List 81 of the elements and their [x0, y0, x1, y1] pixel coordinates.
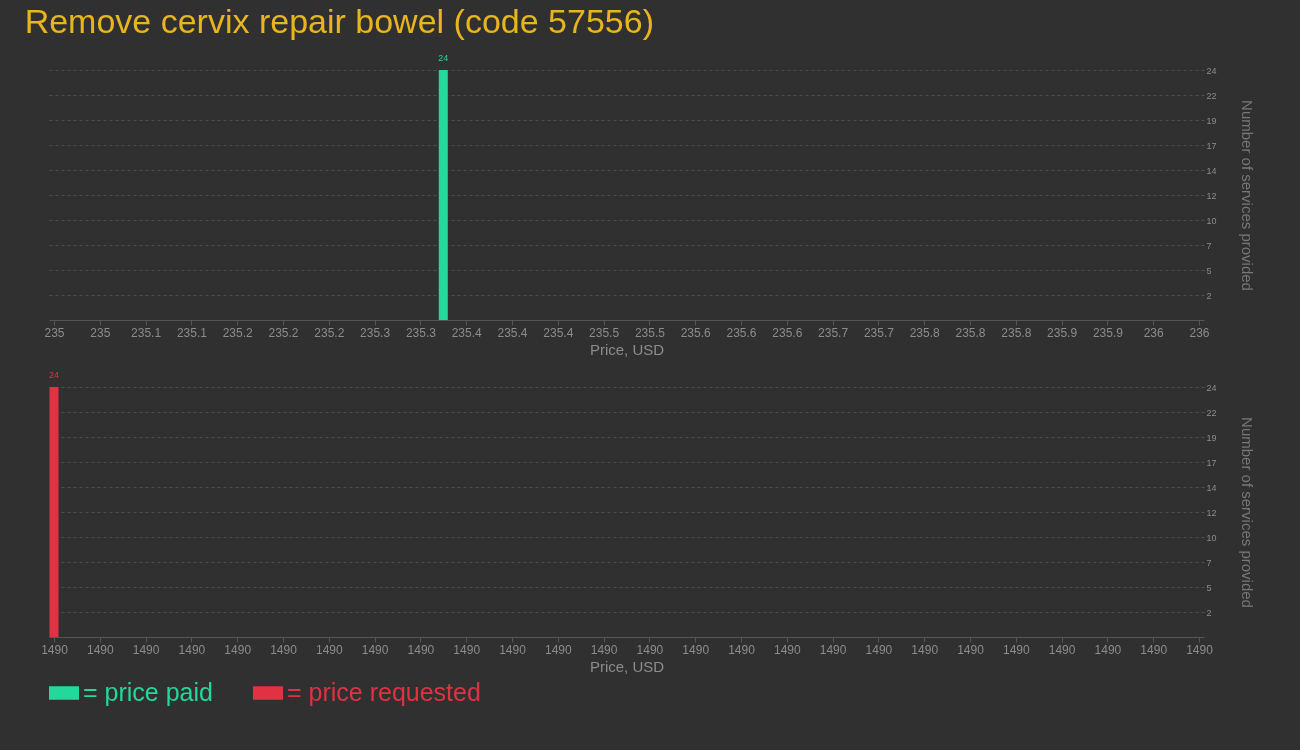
x-tick-label: 235.2 [314, 325, 345, 340]
x-axis-title: Price, USD [589, 657, 665, 675]
x-tick-label: 1490 [315, 642, 343, 657]
x-tick-label: 235.6 [680, 325, 712, 340]
x-tick-label: 235.3 [405, 325, 437, 340]
x-tick-label: 1490 [407, 642, 435, 657]
y-tick-label: 24 [1206, 382, 1217, 393]
x-tick-label: 1490 [590, 642, 618, 657]
x-tick-label: 1490 [270, 642, 298, 657]
x-tick-label: 235.1 [131, 325, 162, 340]
x-tick-label: 1490 [453, 642, 481, 657]
x-tick-label: 235 [90, 325, 111, 340]
y-tick-label: 2 [1206, 290, 1212, 301]
y-tick-label: 19 [1206, 432, 1217, 443]
data-label: 24 [438, 53, 449, 63]
x-tick-label: 235.3 [360, 325, 391, 340]
x-tick-label: 1490 [682, 642, 710, 657]
x-tick-label: 235.8 [1001, 325, 1032, 340]
x-tick-label: 1490 [499, 642, 527, 657]
x-tick-label: 1490 [636, 642, 664, 657]
x-tick-label: 236 [1143, 325, 1165, 340]
x-tick-label: 235.8 [955, 325, 986, 340]
x-tick-label: 235.4 [543, 325, 574, 340]
x-tick-label: 235.8 [909, 325, 941, 340]
x-tick-label: 1490 [1094, 642, 1122, 657]
legend-label: = price paid [83, 678, 213, 706]
y-tick-label: 12 [1206, 190, 1217, 201]
y-tick-label: 5 [1206, 265, 1212, 276]
x-tick-label: 235.6 [726, 325, 757, 340]
y-tick-label: 19 [1206, 115, 1217, 126]
x-tick-label: 236 [1189, 325, 1210, 340]
x-tick-label: 1490 [361, 642, 389, 657]
y-tick-label: 10 [1206, 215, 1217, 226]
y-tick-label: 12 [1206, 507, 1217, 518]
x-tick-label: 1490 [819, 642, 847, 657]
x-tick-label: 1490 [544, 642, 572, 657]
x-tick-label: 235.1 [176, 325, 208, 340]
x-tick-label: 1490 [773, 642, 801, 657]
x-tick-label: 235.9 [1092, 325, 1124, 340]
chart-title: Remove cervix repair bowel (code 57556) [24, 2, 654, 40]
x-tick-label: 1490 [1140, 642, 1168, 657]
y-tick-label: 22 [1206, 407, 1217, 418]
x-tick-label: 235.6 [772, 325, 803, 340]
legend-label: = price requested [287, 678, 481, 706]
x-tick-label: 235.5 [589, 325, 620, 340]
x-tick-label: 235.2 [222, 325, 254, 340]
x-tick-label: 235.2 [268, 325, 299, 340]
y-tick-label: 5 [1206, 582, 1212, 593]
y-axis-title: Number of services provided [1238, 417, 1256, 608]
y-tick-label: 7 [1206, 557, 1212, 568]
x-tick-label: 235.4 [497, 325, 528, 340]
x-tick-label: 235.7 [818, 325, 849, 340]
y-axis-title: Number of services provided [1238, 100, 1256, 291]
y-tick-label: 7 [1206, 240, 1212, 251]
x-tick-label: 1490 [957, 642, 985, 657]
data-label: 24 [48, 370, 60, 380]
x-tick-label: 235 [44, 325, 65, 340]
x-tick-label: 235.5 [634, 325, 666, 340]
x-tick-label: 1490 [1048, 642, 1076, 657]
x-tick-label: 1490 [178, 642, 206, 657]
x-tick-label: 235.7 [863, 325, 895, 340]
y-tick-label: 2 [1206, 607, 1212, 618]
y-tick-label: 22 [1206, 90, 1217, 101]
y-tick-label: 17 [1206, 140, 1217, 151]
y-tick-label: 14 [1206, 165, 1217, 176]
y-tick-label: 14 [1206, 482, 1217, 493]
y-tick-label: 10 [1206, 532, 1217, 543]
x-tick-label: 1490 [1002, 642, 1030, 657]
x-tick-label: 1490 [86, 642, 114, 657]
y-tick-label: 17 [1206, 457, 1217, 468]
y-tick-label: 24 [1206, 65, 1217, 76]
x-tick-label: 1490 [911, 642, 939, 657]
x-tick-label: 1490 [728, 642, 756, 657]
x-tick-label: 1490 [132, 642, 160, 657]
x-tick-label: 1490 [224, 642, 252, 657]
x-tick-label: 1490 [1186, 642, 1214, 657]
x-tick-label: 235.9 [1047, 325, 1078, 340]
x-axis-title: Price, USD [589, 340, 665, 358]
x-tick-label: 1490 [865, 642, 893, 657]
x-tick-label: 235.4 [451, 325, 483, 340]
x-tick-label: 1490 [41, 642, 69, 657]
